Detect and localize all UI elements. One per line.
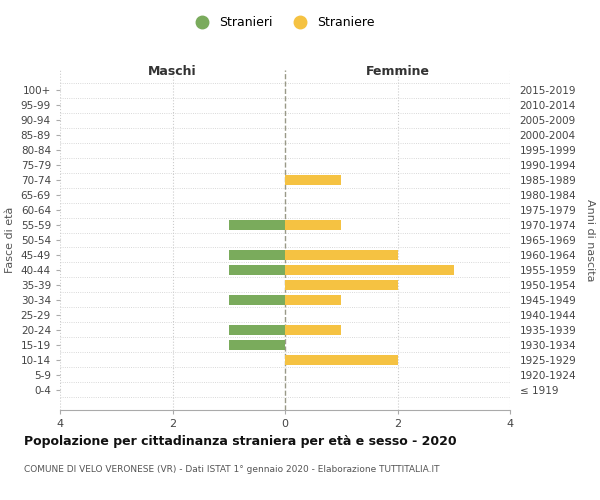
Bar	[285, 325, 341, 334]
Text: Maschi: Maschi	[148, 66, 197, 78]
Bar	[285, 295, 341, 304]
Bar	[285, 220, 341, 230]
Bar	[229, 325, 285, 334]
Bar	[229, 220, 285, 230]
Text: Popolazione per cittadinanza straniera per età e sesso - 2020: Popolazione per cittadinanza straniera p…	[24, 435, 457, 448]
Text: Femmine: Femmine	[365, 66, 430, 78]
Legend: Stranieri, Straniere: Stranieri, Straniere	[184, 11, 380, 34]
Bar	[285, 280, 398, 290]
Y-axis label: Anni di nascita: Anni di nascita	[585, 198, 595, 281]
Bar	[229, 265, 285, 275]
Bar	[229, 295, 285, 304]
Bar	[285, 265, 454, 275]
Text: COMUNE DI VELO VERONESE (VR) - Dati ISTAT 1° gennaio 2020 - Elaborazione TUTTITA: COMUNE DI VELO VERONESE (VR) - Dati ISTA…	[24, 465, 439, 474]
Bar	[285, 250, 398, 260]
Bar	[229, 250, 285, 260]
Y-axis label: Fasce di età: Fasce di età	[5, 207, 15, 273]
Bar	[229, 340, 285, 349]
Bar	[285, 355, 398, 364]
Bar	[285, 176, 341, 185]
